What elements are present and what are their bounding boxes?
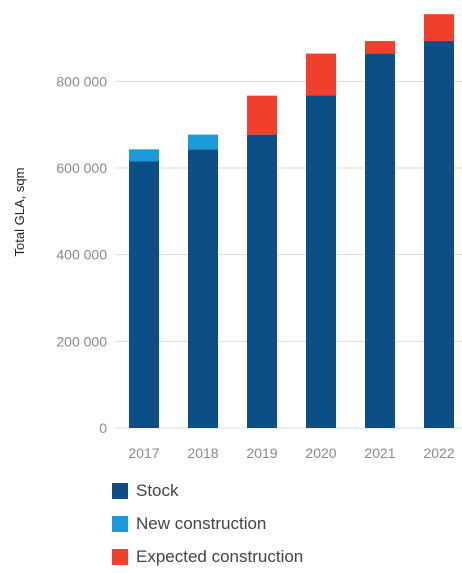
legend-item-stock: Stock [112,474,303,507]
x-tick-label-2021: 2021 [364,445,395,461]
legend-label-new-construction: New construction [136,513,267,533]
legend-item-expected-construction: Expected construction [112,540,303,573]
x-axis-tick-labels: 2017 2018 2019 2020 2021 2022 [128,445,454,461]
y-tick-label: 800 000 [56,73,107,89]
bar-stock-2021 [365,53,395,428]
bar-expected-construction-2020 [306,53,336,96]
gridlines [115,80,462,429]
x-tick-label-2019: 2019 [246,445,277,461]
bar-expected-construction-2022 [424,14,454,42]
legend-item-new-construction: New construction [112,507,303,540]
x-tick-label-2017: 2017 [128,445,159,461]
y-tick-label: 0 [99,420,107,436]
x-tick-label-2018: 2018 [187,445,218,461]
legend-swatch-new-construction [112,515,128,532]
legend-swatch-stock [112,482,128,499]
x-tick-label-2022: 2022 [423,445,454,461]
y-axis-tick-labels: 0 200 000 400 000 600 000 800 000 [56,73,107,436]
bar-stock-2020 [306,95,336,428]
legend-label-expected-construction: Expected construction [136,546,304,566]
bar-stock-2018 [188,149,218,428]
y-tick-label: 400 000 [56,247,107,263]
legend: Stock New construction Expected construc… [112,474,303,573]
y-axis-title: Total GLA, sqm [12,168,27,257]
y-tick-label: 200 000 [56,333,107,349]
bar-new-construction-2017 [129,149,159,162]
bar-stock-2022 [424,41,454,429]
legend-swatch-expected-construction [112,548,128,565]
y-tick-label: 600 000 [56,160,107,176]
bars [129,14,454,429]
bar-stock-2017 [129,161,159,428]
bar-expected-construction-2021 [365,41,395,54]
x-tick-label-2020: 2020 [305,445,336,461]
legend-label-stock: Stock [136,480,179,500]
bar-new-construction-2018 [188,134,218,150]
bar-stock-2019 [247,134,277,428]
bar-expected-construction-2019 [247,95,277,135]
